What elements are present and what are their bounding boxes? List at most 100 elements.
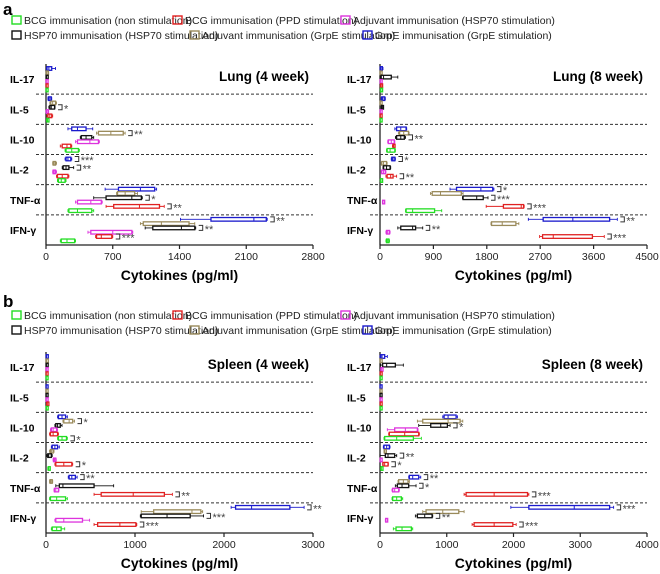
- box-plot: [429, 191, 464, 196]
- x-tick-label: 1800: [475, 251, 499, 263]
- box-plot: [380, 96, 386, 102]
- box-plot: [405, 208, 443, 214]
- box-plot: [87, 229, 134, 235]
- box-plot: *: [394, 482, 430, 494]
- box-plot: [392, 526, 414, 532]
- box-plot: [386, 427, 419, 433]
- cytokine-label: IL-5: [10, 392, 29, 404]
- significance-bracket: [399, 452, 405, 459]
- box-plot: [379, 354, 388, 359]
- box: [55, 517, 84, 523]
- significance-bracket: [128, 130, 133, 137]
- box-plot: ***: [93, 521, 159, 533]
- cytokine-label: IL-5: [10, 104, 29, 116]
- significance-label: **: [406, 452, 415, 464]
- box-plot: *: [390, 155, 409, 167]
- box-plot: [383, 448, 387, 454]
- x-tick-label: 700: [104, 251, 122, 263]
- x-axis-title: Cytokines (pg/ml): [455, 555, 572, 571]
- significance-bracket: [80, 474, 85, 481]
- box-plot: [64, 147, 80, 153]
- box-plot: **: [379, 452, 415, 464]
- box: [408, 474, 420, 480]
- box: [490, 221, 517, 227]
- box-plot: [388, 431, 420, 437]
- box-plot: *: [449, 185, 508, 197]
- legend-label: BCG immunisation (non stimulation): [24, 15, 192, 27]
- significance-bracket: [198, 224, 204, 231]
- box-plot: [45, 401, 50, 407]
- box-plot: [416, 418, 464, 424]
- box-plot: [386, 147, 396, 153]
- x-axis-title: Cytokines (pg/ml): [121, 555, 238, 571]
- box-plot: [116, 191, 138, 196]
- significance-label: **: [432, 224, 441, 236]
- significance-bracket: [496, 186, 502, 193]
- box-plot: [397, 479, 410, 484]
- cytokine-label: TNF-α: [347, 195, 378, 207]
- box: [386, 147, 396, 153]
- box: [473, 522, 514, 527]
- box-plot: [382, 444, 391, 450]
- x-tick-label: 0: [43, 251, 49, 263]
- box: [63, 418, 74, 424]
- box-plot: [379, 405, 383, 411]
- significance-label: *: [425, 482, 430, 494]
- box-plot: [45, 78, 49, 84]
- box-plot: [379, 457, 383, 463]
- box: [117, 186, 156, 192]
- box: [395, 526, 413, 532]
- box-plot: **: [397, 224, 441, 236]
- x-tick-label: 2800: [301, 251, 325, 263]
- significance-label: ***: [81, 155, 95, 167]
- box-plot: [45, 358, 49, 364]
- significance-bracket: [145, 194, 150, 201]
- significance-label: **: [134, 129, 143, 141]
- legend-swatch: [340, 15, 351, 25]
- cytokine-label: IL-2: [347, 453, 366, 465]
- box-plot: ***: [471, 521, 539, 533]
- box-plot: ***: [139, 512, 226, 524]
- box-plot: [52, 457, 57, 463]
- box-plot: [47, 466, 51, 471]
- significance-bracket: [70, 435, 75, 442]
- legend-item: Adjuvant immunisation (HSP70 stimulation…: [340, 310, 555, 322]
- x-tick-label: 0: [377, 539, 383, 551]
- box-plot: [52, 160, 57, 166]
- box-plot: [54, 517, 91, 523]
- box: [542, 216, 611, 222]
- legend-label: BCG immunisation (non stimulation): [24, 310, 192, 322]
- box-plot: [54, 422, 63, 428]
- x-tick-label: 4000: [635, 539, 659, 551]
- cytokine-label: IFN-γ: [10, 513, 36, 525]
- box-plot: [379, 384, 383, 390]
- box: [465, 491, 529, 497]
- significance-bracket: [206, 512, 212, 519]
- significance-label: *: [76, 434, 81, 446]
- significance-bracket: [76, 164, 82, 171]
- cytokine-label: IL-2: [10, 453, 29, 465]
- legend-label: Adjuvant immunisation (HSP70 stimulation…: [353, 15, 555, 27]
- legend-swatch: [172, 15, 183, 25]
- box: [152, 225, 196, 231]
- box-plot: [56, 173, 70, 179]
- box: [76, 199, 102, 205]
- x-tick-label: 2100: [235, 251, 259, 263]
- cytokine-label: TNF-α: [10, 195, 41, 207]
- significance-label: *: [404, 155, 409, 167]
- box-plot: [45, 74, 49, 80]
- x-tick-label: 2000: [502, 539, 526, 551]
- box: [71, 126, 87, 132]
- legend-label: HSP70 immunisation (HSP70 stimulation): [24, 30, 218, 42]
- legend-label: BCG immunisation (PPD stimulation): [185, 15, 357, 27]
- legend-swatch: [189, 30, 200, 40]
- legend-label: Adjuvant immunisation (GrpE stimulation): [202, 30, 395, 42]
- box-plot: *: [62, 417, 88, 429]
- significance-label: **: [181, 490, 190, 502]
- box-plot: [75, 139, 100, 145]
- box-plot: [45, 375, 49, 381]
- legend-item: GrpE immunisation (GrpE stimulation): [362, 325, 552, 337]
- box-plot: [50, 526, 66, 532]
- significance-bracket: [307, 504, 312, 511]
- cytokine-label: IL-2: [10, 165, 29, 177]
